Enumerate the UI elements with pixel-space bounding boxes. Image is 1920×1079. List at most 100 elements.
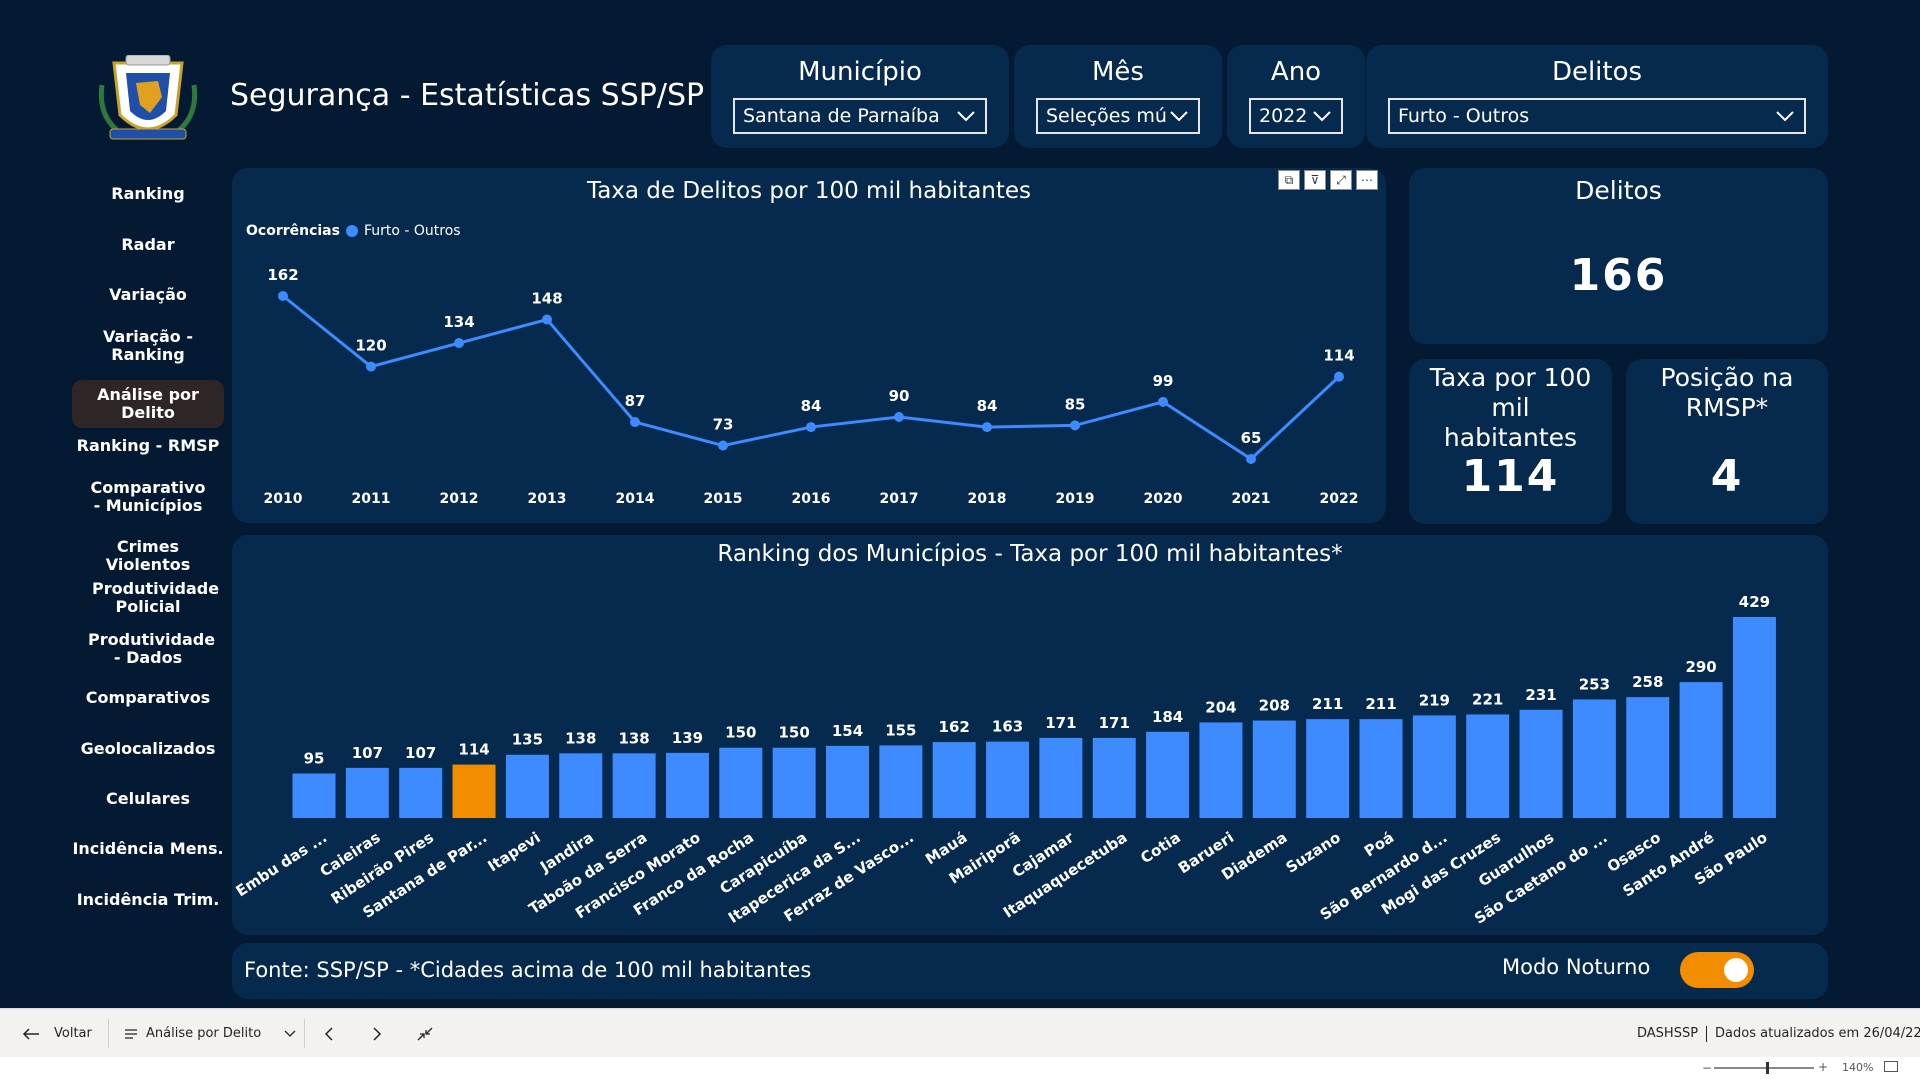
nav-crimes-violentos[interactable]: Crimes Violentos [105, 537, 191, 574]
municipio-dropdown[interactable]: Santana de Parnaíba [733, 98, 987, 134]
fit-to-page-icon[interactable] [1884, 1061, 1898, 1072]
x-tick-label: 2021 [1232, 491, 1271, 507]
line-point[interactable] [1158, 396, 1168, 407]
bar[interactable] [559, 753, 603, 818]
line-point[interactable] [630, 417, 640, 428]
ano-dropdown[interactable]: 2022 [1249, 98, 1343, 134]
line-point[interactable] [278, 291, 288, 301]
data-label: 148 [531, 290, 562, 308]
line-point[interactable] [982, 422, 992, 433]
zoom-out-icon[interactable]: − [1702, 1061, 1713, 1075]
bar[interactable] [1466, 714, 1510, 818]
delitos-dropdown[interactable]: Furto - Outros [1388, 98, 1806, 134]
bar[interactable] [292, 773, 336, 818]
focus-mode-icon[interactable]: ⤢ [1330, 170, 1352, 190]
nav-geolocalizados[interactable]: Geolocalizados [80, 739, 216, 758]
bar[interactable] [1412, 715, 1456, 818]
x-tick-label: 2010 [264, 491, 303, 507]
bar[interactable] [665, 752, 709, 818]
night-mode-toggle[interactable] [1680, 952, 1754, 988]
bar[interactable] [399, 767, 443, 818]
bar[interactable] [826, 745, 869, 818]
nav-produtividade-dados[interactable]: Produtividade - Dados [88, 630, 216, 667]
zoom-in-icon[interactable]: + [1818, 1060, 1829, 1074]
bar[interactable] [1146, 731, 1190, 818]
nav-variacao-ranking[interactable]: Variação - Ranking [103, 327, 193, 364]
line-point[interactable] [542, 314, 552, 325]
nav-variacao[interactable]: Variação [109, 285, 187, 304]
copy-icon[interactable]: ⧉ [1278, 170, 1300, 190]
mes-value: Seleções múl... [1046, 105, 1168, 127]
bar[interactable] [505, 754, 549, 818]
bar[interactable] [1039, 737, 1083, 818]
line-point[interactable] [366, 361, 376, 372]
line-chart: 162 2010 120 2011 134 2012 148 2013 87 2014 73 2015… [264, 266, 1359, 507]
nav-comparativos[interactable]: Comparativos [85, 688, 211, 707]
mes-dropdown[interactable]: Seleções múl... [1036, 98, 1200, 134]
line-point[interactable] [454, 338, 464, 349]
bar[interactable] [986, 741, 1030, 818]
bar[interactable] [345, 767, 389, 818]
bar[interactable] [1306, 719, 1350, 818]
nav-produtividade-policial[interactable]: Produtividade Policial [92, 579, 220, 616]
bar[interactable] [612, 753, 656, 818]
nav-incidencia-mens[interactable]: Incidência Mens. [72, 839, 224, 858]
bar[interactable] [1732, 617, 1776, 818]
data-label: 138 [565, 729, 596, 747]
nav-analise-por-delito[interactable]: Análise por Delito [72, 380, 224, 428]
bar[interactable] [452, 764, 496, 818]
bar[interactable] [772, 747, 816, 818]
bar[interactable] [1359, 719, 1403, 818]
line-chart-legend: Ocorrências Furto - Outros [246, 223, 461, 239]
mes-slicer: Mês Seleções múl... [1014, 45, 1222, 148]
zoom-slider[interactable] [1714, 1067, 1814, 1069]
line-point[interactable] [1334, 371, 1344, 382]
x-tick-label: 2016 [792, 491, 831, 507]
source-note: Fonte: SSP/SP - *Cidades acima de 100 mi… [244, 958, 812, 982]
ano-label: Ano [1270, 57, 1322, 87]
line-point[interactable] [1070, 420, 1080, 431]
filter-icon[interactable]: ⊽ [1304, 170, 1326, 190]
data-label: 114 [458, 741, 489, 759]
bar[interactable] [1199, 722, 1243, 818]
back-button[interactable]: Voltar [22, 1009, 92, 1058]
data-label: 139 [672, 729, 703, 747]
bar[interactable] [1252, 720, 1296, 818]
data-label: 219 [1419, 691, 1450, 709]
bar[interactable] [932, 742, 976, 818]
bar[interactable] [1519, 709, 1563, 818]
ano-value: 2022 [1259, 105, 1308, 127]
previous-page-button[interactable] [322, 1009, 336, 1058]
bar[interactable] [1572, 699, 1616, 818]
visual-header-icons: ⧉ ⊽ ⤢ ⋯ [1278, 170, 1378, 190]
bar[interactable] [1626, 697, 1670, 818]
nav-comparativo-municipios[interactable]: Comparativo - Municípios [90, 478, 206, 515]
municipio-slicer: Município Santana de Parnaíba [711, 45, 1009, 148]
nav-radar[interactable]: Radar [121, 235, 175, 254]
nav-incidencia-trim[interactable]: Incidência Trim. [76, 890, 220, 909]
bar[interactable] [879, 745, 923, 818]
bar[interactable] [1679, 682, 1723, 818]
line-point[interactable] [806, 422, 816, 433]
line-point[interactable] [894, 411, 904, 422]
next-page-button[interactable] [370, 1009, 384, 1058]
data-label: 253 [1579, 675, 1610, 693]
bar[interactable] [1092, 737, 1136, 818]
line-point[interactable] [1246, 454, 1256, 464]
data-label: 171 [1099, 714, 1130, 732]
exit-fullscreen-button[interactable] [416, 1009, 434, 1058]
nav-ranking-rmsp[interactable]: Ranking - RMSP [76, 436, 220, 455]
bar[interactable] [719, 747, 763, 818]
nav-celulares[interactable]: Celulares [105, 789, 190, 808]
series-line-furto-outros [282, 294, 1341, 461]
line-point[interactable] [718, 440, 728, 451]
kpi-delitos-value: 166 [1569, 250, 1668, 301]
more-options-icon[interactable]: ⋯ [1356, 170, 1378, 190]
nav-ranking[interactable]: Ranking [111, 184, 185, 203]
page-selector[interactable]: Análise por Delito [124, 1009, 297, 1058]
x-tick-label: Poá [1361, 828, 1397, 860]
data-label: 258 [1632, 673, 1663, 691]
data-label: 73 [713, 416, 734, 434]
zoom-slider-thumb[interactable] [1766, 1062, 1769, 1074]
